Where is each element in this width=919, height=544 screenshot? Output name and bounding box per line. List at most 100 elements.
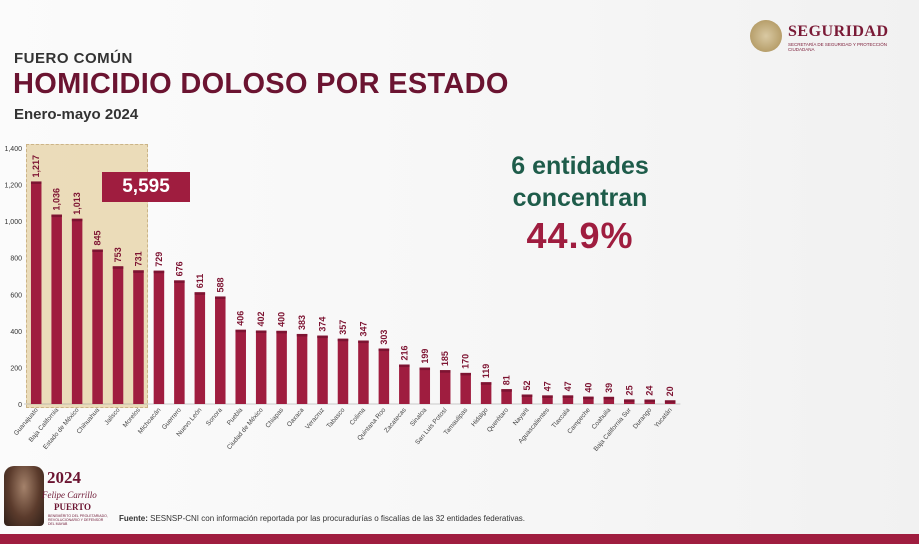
bar bbox=[30, 181, 42, 404]
x-tick-label: Sinaloa bbox=[409, 406, 429, 427]
data-label: 40 bbox=[583, 383, 593, 393]
bar-cap bbox=[296, 333, 308, 337]
x-tick-label: Puebla bbox=[226, 406, 245, 426]
bar bbox=[358, 340, 369, 404]
bar-cap bbox=[399, 364, 410, 368]
bar-cap bbox=[174, 280, 185, 283]
bar-cap bbox=[317, 335, 328, 339]
data-label: 20 bbox=[665, 386, 675, 396]
logo-name: SEGURIDAD bbox=[788, 23, 889, 40]
bar-cap bbox=[276, 330, 287, 334]
x-tick-label: Tabasco bbox=[326, 406, 347, 429]
concentration-callout: 6 entidades concentran 44.9% bbox=[480, 150, 680, 258]
x-tick-label: Nayarit bbox=[512, 407, 531, 427]
y-tick-label: 200 bbox=[10, 365, 22, 372]
data-label: 24 bbox=[645, 386, 655, 396]
bar bbox=[276, 330, 287, 404]
period-subtitle: Enero-mayo 2024 bbox=[14, 106, 139, 123]
bar bbox=[501, 389, 512, 404]
concentration-line-2: concentran bbox=[512, 184, 648, 212]
bar bbox=[51, 214, 62, 404]
concentration-line-1: 6 entidades bbox=[511, 152, 649, 180]
bar-cap bbox=[92, 249, 103, 252]
data-label: 81 bbox=[502, 375, 512, 385]
seguridad-logo: SEGURIDAD SECRETARÍA DE SEGURIDAD Y PROT… bbox=[750, 20, 910, 56]
bar bbox=[562, 395, 574, 404]
bar bbox=[133, 270, 144, 404]
data-label: 1,013 bbox=[72, 192, 82, 215]
data-label: 402 bbox=[256, 311, 266, 326]
bar-cap bbox=[215, 296, 226, 299]
bar bbox=[174, 280, 185, 404]
y-tick-label: 1,400 bbox=[4, 146, 22, 153]
commemorative-badge: 2024 Felipe Carrillo PUERTO BENEMÉRITO D… bbox=[4, 462, 110, 532]
bar bbox=[603, 396, 615, 404]
badge-caption: BENEMÉRITO DEL PROLETARIADO, REVOLUCIONA… bbox=[48, 514, 108, 526]
bar bbox=[215, 296, 226, 404]
bar bbox=[255, 330, 267, 404]
bar bbox=[521, 394, 533, 404]
y-tick-label: 600 bbox=[10, 292, 22, 299]
bar bbox=[460, 372, 471, 404]
data-label: 185 bbox=[440, 351, 450, 366]
x-tick-label: Estado de México bbox=[42, 406, 81, 450]
x-tick-label: Colima bbox=[349, 406, 368, 426]
data-label: 357 bbox=[338, 320, 348, 335]
data-label: 383 bbox=[297, 315, 307, 330]
data-label: 611 bbox=[195, 274, 205, 289]
bar-cap bbox=[664, 400, 676, 403]
bar bbox=[194, 292, 206, 404]
x-tick-label: Chiapas bbox=[264, 406, 285, 429]
source-text: SESNSP-CNI con información reportada por… bbox=[150, 514, 525, 523]
y-tick-label: 1,000 bbox=[4, 219, 22, 226]
bar bbox=[378, 348, 390, 404]
bar-cap bbox=[644, 399, 655, 403]
x-tick-label: Zacatecas bbox=[383, 406, 408, 434]
bar-cap bbox=[542, 395, 553, 398]
bar bbox=[112, 266, 124, 404]
data-label: 406 bbox=[236, 311, 246, 326]
x-tick-label: Yucatán bbox=[653, 406, 674, 429]
bar-cap bbox=[194, 292, 206, 295]
bar-cap bbox=[460, 372, 471, 376]
kicker: FUERO COMÚN bbox=[14, 50, 133, 67]
bar-cap bbox=[439, 370, 451, 373]
x-tick-label: Sonora bbox=[205, 406, 224, 427]
data-label: 52 bbox=[522, 380, 532, 390]
bar-cap bbox=[133, 270, 144, 273]
x-tick-label: Baja California Sur bbox=[593, 406, 634, 453]
bar bbox=[439, 370, 451, 404]
source-label: Fuente: bbox=[119, 514, 148, 523]
data-label: 47 bbox=[563, 381, 573, 391]
bar bbox=[153, 270, 165, 404]
x-tick-label: Tlaxcala bbox=[551, 407, 572, 430]
bar-cap bbox=[501, 389, 512, 392]
bar-cap bbox=[51, 214, 62, 218]
data-label: 374 bbox=[318, 317, 328, 332]
data-label: 303 bbox=[379, 330, 389, 345]
bar bbox=[317, 335, 328, 404]
bar-cap bbox=[480, 382, 492, 385]
data-label: 588 bbox=[215, 277, 225, 292]
concentration-percent: 44.9% bbox=[526, 215, 634, 256]
x-tick-label: Durango bbox=[632, 406, 654, 430]
bar bbox=[296, 333, 308, 404]
source-note: Fuente: SESNSP-CNI con información repor… bbox=[119, 514, 525, 523]
bar-cap bbox=[358, 340, 369, 344]
bar-cap bbox=[603, 396, 615, 400]
logo-subtitle: SECRETARÍA DE SEGURIDAD Y PROTECCIÓN CIU… bbox=[788, 42, 888, 52]
bar-chart: 02004006008001,0001,2001,4001,217Guanaju… bbox=[4, 146, 681, 453]
data-label: 1,036 bbox=[52, 188, 62, 211]
badge-name-line-2: PUERTO bbox=[54, 502, 92, 512]
x-tick-label: Veracruz bbox=[304, 407, 326, 431]
bar bbox=[583, 396, 594, 404]
x-tick-label: Jalisco bbox=[103, 406, 121, 426]
data-label: 729 bbox=[154, 252, 164, 267]
data-label: 731 bbox=[133, 251, 143, 266]
y-tick-label: 400 bbox=[10, 329, 22, 336]
bar-cap bbox=[521, 394, 533, 397]
y-tick-label: 800 bbox=[10, 256, 22, 263]
data-label: 676 bbox=[174, 261, 184, 276]
x-tick-label: Hidalgo bbox=[470, 406, 490, 428]
